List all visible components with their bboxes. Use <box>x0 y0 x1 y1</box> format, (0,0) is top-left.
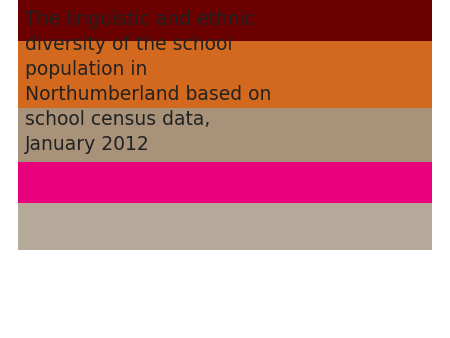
FancyBboxPatch shape <box>18 108 432 162</box>
FancyBboxPatch shape <box>18 0 432 41</box>
FancyBboxPatch shape <box>18 162 432 203</box>
FancyBboxPatch shape <box>18 203 432 250</box>
Text: The linguistic and ethnic
diversity of the school
population in
Northumberland b: The linguistic and ethnic diversity of t… <box>25 10 271 154</box>
FancyBboxPatch shape <box>18 41 432 108</box>
